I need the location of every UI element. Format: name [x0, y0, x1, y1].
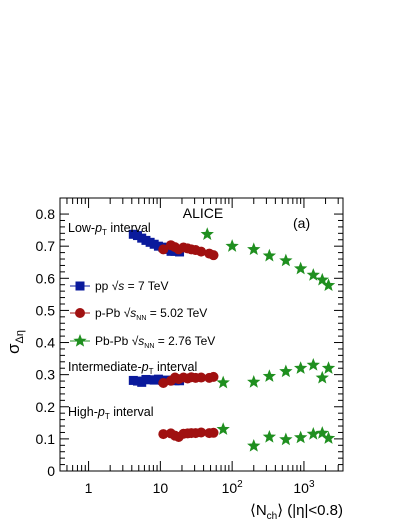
y-tick-label: 0.8	[36, 206, 56, 222]
legend-marker-pp	[75, 281, 85, 291]
interval-label-high: High-pT interval	[68, 405, 154, 421]
data-point-pbpb	[279, 432, 293, 446]
data-point-pbpb	[321, 361, 336, 374]
y-tick-label: 0.4	[36, 335, 56, 351]
data-point-pbpb	[216, 422, 230, 435]
x-tick-label: 1	[85, 480, 93, 496]
x-tick-label: 10	[153, 480, 169, 496]
data-point-ppb	[196, 372, 207, 383]
legend-label-ppb: p-Pb √sNN = 5.02 TeV	[95, 306, 207, 322]
legend: pp √s = 7 TeV p-Pb √sNN = 5.02 TeV Pb-Pb…	[70, 279, 215, 350]
interval-label-low: Low-pT interval	[68, 221, 151, 237]
experiment-label: ALICE	[183, 205, 223, 221]
y-tick-label: 0.2	[36, 399, 56, 415]
data-point-ppb	[208, 250, 219, 261]
data-point-pbpb	[262, 369, 277, 382]
y-tick-label: 0.3	[36, 367, 56, 383]
y-tick-label: 0	[47, 463, 55, 479]
legend-label-pp: pp √s = 7 TeV	[95, 279, 168, 293]
data-point-pbpb	[306, 427, 320, 440]
data-point-ppb	[158, 244, 169, 255]
y-tick-label: 0.7	[36, 238, 56, 254]
plot-frame	[59, 197, 344, 472]
legend-marker-pbpb	[73, 334, 87, 347]
data-point-ppb	[196, 246, 207, 257]
y-axis-label: σΔη	[4, 330, 26, 354]
panel-label: (a)	[293, 215, 310, 231]
data-point-pbpb	[262, 429, 277, 443]
data-point-ppb	[158, 377, 169, 388]
y-tick-label: 0.5	[36, 302, 56, 318]
data-point-pbpb	[247, 438, 261, 452]
data-markers	[128, 227, 336, 452]
data-point-pbpb	[262, 248, 277, 262]
data-point-pbpb	[315, 426, 329, 439]
legend-marker-ppb	[75, 308, 85, 318]
x-tick-label: 102	[222, 479, 244, 496]
data-point-pbpb	[294, 261, 308, 275]
data-point-pbpb	[279, 364, 293, 378]
data-point-pbpb	[200, 227, 214, 240]
data-point-pbpb	[247, 242, 261, 256]
legend-label-pbpb: Pb-Pb √sNN = 2.76 TeV	[95, 334, 215, 350]
x-tick-label: 103	[293, 479, 315, 496]
data-point-pbpb	[216, 375, 230, 389]
data-point-pbpb	[294, 361, 308, 374]
x-axis-label: ⟨Nch⟩ (|η|<0.8)	[250, 502, 343, 522]
data-point-ppb	[196, 427, 207, 438]
data-point-ppb	[158, 429, 169, 440]
data-point-pbpb	[225, 239, 239, 252]
axes-ticks: 0 0.1 0.2 0.3 0.4 0.5 0.6 0.7 0.8 1 10 102 103	[36, 198, 343, 496]
data-point-pbpb	[306, 268, 320, 281]
data-point-pbpb	[306, 358, 320, 371]
data-point-pbpb	[315, 370, 329, 384]
data-point-pbpb	[315, 272, 329, 286]
data-point-pbpb	[247, 375, 261, 388]
data-point-pbpb	[294, 430, 308, 444]
data-point-ppb	[208, 427, 219, 438]
y-tick-label: 0.1	[36, 431, 56, 447]
interval-label-intermediate: Intermediate-pT interval	[68, 360, 197, 376]
data-point-pbpb	[321, 431, 336, 444]
data-point-pbpb	[321, 278, 336, 292]
y-tick-label: 0.6	[36, 270, 56, 286]
data-point-ppb	[208, 371, 219, 382]
data-point-pbpb	[279, 253, 293, 267]
